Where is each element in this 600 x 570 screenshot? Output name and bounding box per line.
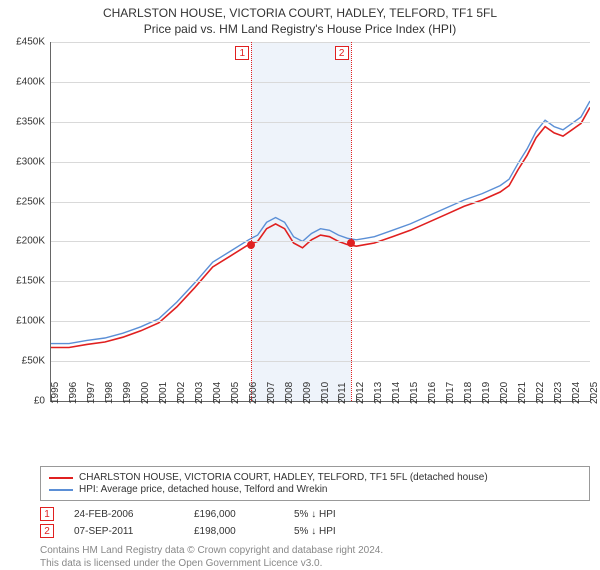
event-row: 2 07-SEP-2011 £198,000 5% ↓ HPI xyxy=(40,524,590,538)
gridline xyxy=(51,42,590,43)
x-tick-label: 2001 xyxy=(158,382,169,404)
event-delta: 5% ↓ HPI xyxy=(294,526,336,537)
x-tick-label: 2024 xyxy=(571,382,582,404)
y-tick-label: £0 xyxy=(3,396,45,407)
gridline xyxy=(51,361,590,362)
x-tick-label: 2025 xyxy=(589,382,600,404)
x-tick-label: 2016 xyxy=(427,382,438,404)
x-axis-labels: 1995199619971998199920002001200220032004… xyxy=(50,402,590,432)
y-tick-label: £50K xyxy=(3,356,45,367)
gridline xyxy=(51,122,590,123)
sale-marker-tag: 2 xyxy=(335,46,349,60)
footer-attribution: Contains HM Land Registry data © Crown c… xyxy=(40,544,590,570)
footer-line-1: Contains HM Land Registry data © Crown c… xyxy=(40,544,590,557)
series-property xyxy=(51,107,590,347)
x-tick-label: 2019 xyxy=(481,382,492,404)
gridline xyxy=(51,162,590,163)
x-tick-label: 2008 xyxy=(284,382,295,404)
x-tick-label: 2002 xyxy=(176,382,187,404)
chart-svg xyxy=(51,42,590,401)
sale-marker-dot xyxy=(347,239,355,247)
gridline xyxy=(51,202,590,203)
event-row: 1 24-FEB-2006 £196,000 5% ↓ HPI xyxy=(40,507,590,521)
legend-swatch xyxy=(49,489,73,491)
x-tick-label: 1999 xyxy=(122,382,133,404)
gridline xyxy=(51,321,590,322)
x-tick-label: 2010 xyxy=(320,382,331,404)
y-tick-label: £100K xyxy=(3,316,45,327)
y-tick-label: £450K xyxy=(3,37,45,48)
legend-swatch xyxy=(49,477,73,479)
sale-marker-line xyxy=(251,42,252,401)
x-tick-label: 2003 xyxy=(194,382,205,404)
y-tick-label: £350K xyxy=(3,116,45,127)
x-tick-label: 2014 xyxy=(391,382,402,404)
sale-marker-dot xyxy=(247,241,255,249)
y-tick-label: £300K xyxy=(3,156,45,167)
x-tick-label: 2006 xyxy=(248,382,259,404)
gridline xyxy=(51,241,590,242)
event-date: 07-SEP-2011 xyxy=(74,526,174,537)
sale-events-table: 1 24-FEB-2006 £196,000 5% ↓ HPI 2 07-SEP-2011… xyxy=(40,507,590,538)
event-tag: 2 xyxy=(40,524,54,538)
event-price: £198,000 xyxy=(194,526,274,537)
gridline xyxy=(51,82,590,83)
event-delta: 5% ↓ HPI xyxy=(294,509,336,520)
legend-label: HPI: Average price, detached house, Telf… xyxy=(79,484,328,495)
title-line-1: CHARLSTON HOUSE, VICTORIA COURT, HADLEY,… xyxy=(10,6,590,20)
x-tick-label: 2017 xyxy=(445,382,456,404)
x-tick-label: 2005 xyxy=(230,382,241,404)
sale-marker-tag: 1 xyxy=(235,46,249,60)
x-tick-label: 1996 xyxy=(68,382,79,404)
x-tick-label: 2021 xyxy=(517,382,528,404)
x-tick-label: 1997 xyxy=(86,382,97,404)
x-tick-label: 1995 xyxy=(50,382,61,404)
x-tick-label: 2007 xyxy=(266,382,277,404)
sale-marker-line xyxy=(351,42,352,401)
series-hpi xyxy=(51,101,590,344)
legend-row: HPI: Average price, detached house, Telf… xyxy=(49,484,581,495)
x-tick-label: 2000 xyxy=(140,382,151,404)
footer-line-2: This data is licensed under the Open Gov… xyxy=(40,557,590,570)
x-tick-label: 1998 xyxy=(104,382,115,404)
x-tick-label: 2011 xyxy=(337,382,348,404)
event-tag: 1 xyxy=(40,507,54,521)
title-line-2: Price paid vs. HM Land Registry's House … xyxy=(10,22,590,36)
x-tick-label: 2023 xyxy=(553,382,564,404)
y-tick-label: £200K xyxy=(3,236,45,247)
x-tick-label: 2013 xyxy=(373,382,384,404)
x-tick-label: 2015 xyxy=(409,382,420,404)
legend-box: CHARLSTON HOUSE, VICTORIA COURT, HADLEY,… xyxy=(40,466,590,501)
event-price: £196,000 xyxy=(194,509,274,520)
x-tick-label: 2020 xyxy=(499,382,510,404)
y-tick-label: £150K xyxy=(3,276,45,287)
x-tick-label: 2022 xyxy=(535,382,546,404)
gridline xyxy=(51,281,590,282)
chart-title-block: CHARLSTON HOUSE, VICTORIA COURT, HADLEY,… xyxy=(0,0,600,38)
y-tick-label: £400K xyxy=(3,76,45,87)
x-tick-label: 2004 xyxy=(212,382,223,404)
legend-row: CHARLSTON HOUSE, VICTORIA COURT, HADLEY,… xyxy=(49,472,581,483)
event-date: 24-FEB-2006 xyxy=(74,509,174,520)
x-tick-label: 2018 xyxy=(463,382,474,404)
x-tick-label: 2009 xyxy=(302,382,313,404)
x-tick-label: 2012 xyxy=(355,382,366,404)
legend-label: CHARLSTON HOUSE, VICTORIA COURT, HADLEY,… xyxy=(79,472,488,483)
y-tick-label: £250K xyxy=(3,196,45,207)
price-chart: £0£50K£100K£150K£200K£250K£300K£350K£400… xyxy=(50,42,590,402)
